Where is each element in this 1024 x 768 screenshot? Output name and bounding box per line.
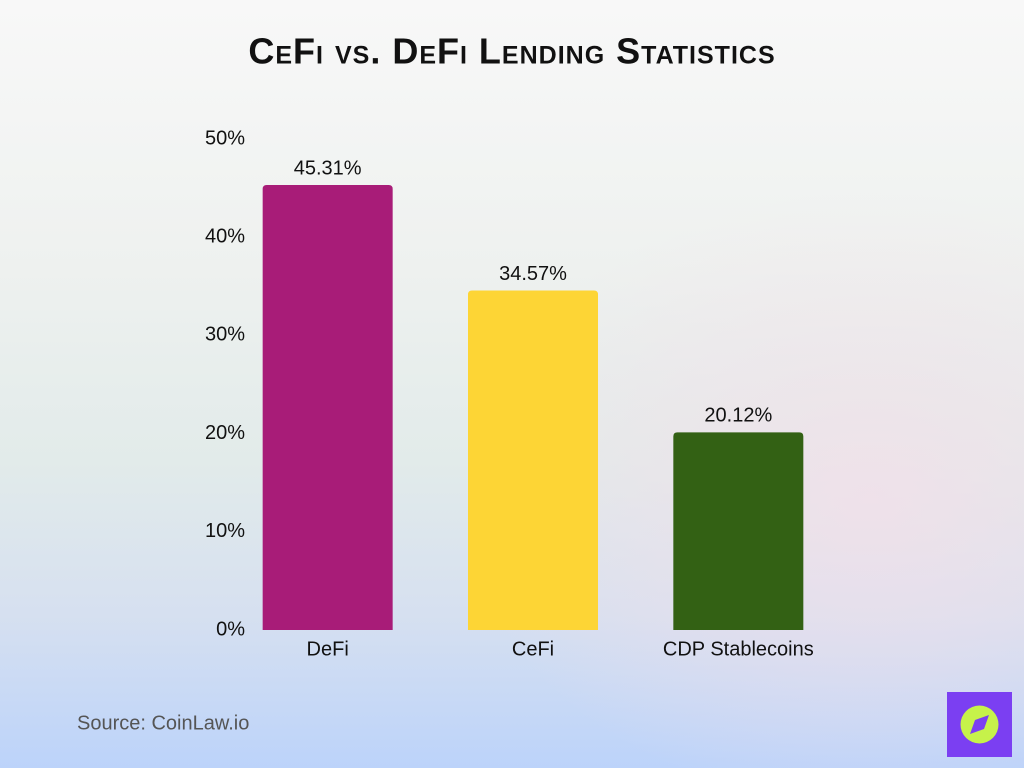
value-label: 34.57% (499, 263, 567, 285)
y-tick-label: 30% (205, 324, 245, 346)
chart-title: CeFi vs. DeFi Lending Statistics (248, 31, 775, 72)
x-tick-label: CeFi (512, 638, 554, 660)
value-label: 20.12% (704, 405, 772, 427)
bar (262, 185, 393, 631)
bar (673, 432, 804, 630)
logo (947, 692, 1012, 757)
y-tick-label: 50% (205, 127, 245, 149)
y-tick-label: 20% (205, 422, 245, 444)
x-tick-label: DeFi (307, 638, 349, 660)
y-tick-label: 0% (216, 618, 245, 640)
y-tick-label: 40% (205, 225, 245, 247)
logo-arrow (970, 715, 989, 734)
bar (468, 290, 598, 630)
y-tick-label: 10% (205, 520, 245, 542)
value-label: 45.31% (294, 157, 362, 179)
source: Source: CoinLaw.io (77, 712, 249, 734)
x-tick-label: CDP Stablecoins (663, 638, 814, 660)
